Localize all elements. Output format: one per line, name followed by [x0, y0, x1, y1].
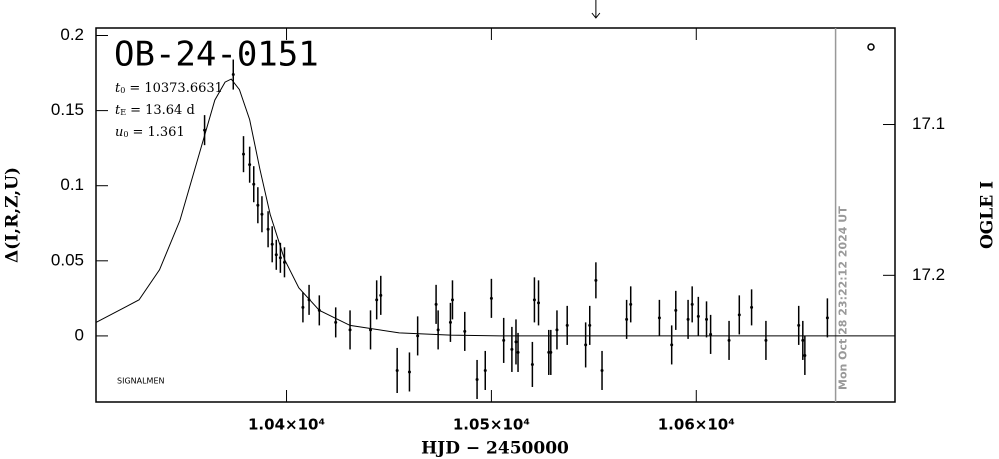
- data-point: [764, 338, 768, 342]
- data-point: [502, 338, 506, 342]
- data-point: [260, 212, 264, 216]
- data-point: [530, 362, 534, 366]
- x-tick-label: 1.05×10⁴: [453, 416, 530, 434]
- chart-title: OB-24-0151: [114, 35, 319, 75]
- param-value: = 1.361: [132, 125, 184, 140]
- data-point: [448, 320, 452, 324]
- data-point: [727, 338, 731, 342]
- data-point: [274, 253, 278, 257]
- y-tick-label: 0.2: [60, 25, 84, 44]
- param-symbol: t: [115, 103, 121, 118]
- y-tick-label: 0.05: [51, 250, 84, 269]
- data-point: [270, 242, 274, 246]
- data-point: [594, 278, 598, 282]
- data-point: [203, 128, 207, 132]
- timestamp: Mon Oct 28 23:22:12 2024 UT: [837, 206, 850, 390]
- y2-axis-label: OGLE I: [978, 181, 998, 249]
- data-point: [266, 227, 270, 231]
- x-axis-label: HJD − 2450000: [421, 439, 569, 459]
- data-point: [514, 340, 518, 344]
- data-point: [584, 343, 588, 347]
- data-point: [629, 302, 633, 306]
- data-point: [375, 298, 379, 302]
- data-point: [600, 368, 604, 372]
- x-tick-label: 1.04×10⁴: [248, 416, 325, 434]
- data-point: [670, 343, 674, 347]
- data-point: [242, 152, 246, 156]
- data-point: [475, 377, 479, 381]
- data-point: [252, 182, 256, 186]
- data-point: [709, 332, 713, 336]
- param-symbol: u: [115, 125, 123, 140]
- data-point: [416, 334, 420, 338]
- data-point: [436, 328, 440, 332]
- plot-frame: [95, 27, 896, 403]
- data-point: [537, 301, 541, 305]
- data-point: [588, 323, 592, 327]
- data-point: [395, 368, 399, 372]
- data-point: [797, 323, 801, 327]
- data-point: [686, 317, 690, 321]
- data-point: [256, 203, 260, 207]
- data-point: [549, 350, 553, 354]
- param-subscript: E: [120, 108, 126, 117]
- time-marker: [591, 0, 601, 19]
- y2-tick-label: 17.1: [912, 114, 945, 133]
- y-tick-label: 0.15: [51, 100, 84, 119]
- data-point: [348, 328, 352, 332]
- data-point: [450, 298, 454, 302]
- data-point: [483, 368, 487, 372]
- data-point: [516, 350, 520, 354]
- x-tick-label: 1.06×10⁴: [658, 416, 735, 434]
- data-point: [463, 329, 467, 333]
- data-point: [231, 73, 235, 77]
- fit-parameter: u0 = 1.361: [115, 125, 185, 140]
- data-point: [407, 370, 411, 374]
- data-point: [379, 293, 383, 297]
- data-point: [690, 302, 694, 306]
- annotation: SIGNALMEN: [117, 377, 165, 386]
- param-subscript: 0: [123, 130, 128, 139]
- data-point: [334, 320, 338, 324]
- model-curve: [95, 78, 895, 337]
- data-point: [750, 305, 754, 309]
- data-point: [705, 317, 709, 321]
- data-point: [248, 163, 252, 167]
- y-axis-label: Δ(I,R,Z,U): [3, 167, 23, 263]
- data-point: [657, 316, 661, 320]
- fit-parameter: t0 = 10373.6631: [115, 81, 223, 96]
- data-point: [696, 314, 700, 318]
- data-point: [555, 328, 559, 332]
- data-point: [369, 328, 373, 332]
- y-tick-label: 0.1: [60, 175, 84, 194]
- data-point: [625, 317, 629, 321]
- data-point: [532, 298, 536, 302]
- y-tick-label: 0: [75, 325, 84, 344]
- y2-tick-label: 17.2: [912, 265, 945, 284]
- data-point: [565, 323, 569, 327]
- data-point: [674, 308, 678, 312]
- data-point: [434, 302, 438, 306]
- data-point: [825, 316, 829, 320]
- param-value: = 13.64 d: [130, 103, 195, 118]
- param-subscript: 0: [120, 86, 125, 95]
- legend-symbol: [867, 43, 875, 51]
- data-point: [803, 353, 807, 357]
- fit-parameter: tE = 13.64 d: [115, 103, 195, 118]
- data-point: [737, 313, 741, 317]
- data-point: [801, 338, 805, 342]
- param-value: = 10373.6631: [129, 81, 223, 96]
- data-point: [278, 256, 282, 260]
- param-symbol: t: [115, 81, 121, 96]
- data-point: [489, 296, 493, 300]
- data-point: [301, 305, 305, 309]
- data-point: [510, 347, 514, 351]
